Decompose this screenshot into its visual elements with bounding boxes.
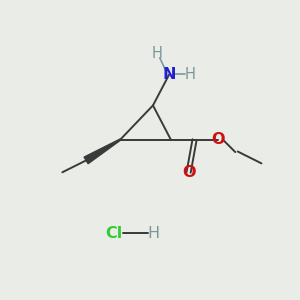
Polygon shape	[84, 139, 121, 164]
Text: O: O	[182, 165, 195, 180]
Text: H: H	[185, 67, 196, 82]
Text: N: N	[163, 67, 176, 82]
Text: H: H	[147, 226, 159, 241]
Text: H: H	[152, 46, 163, 61]
Text: O: O	[212, 132, 225, 147]
Text: Cl: Cl	[106, 226, 123, 241]
